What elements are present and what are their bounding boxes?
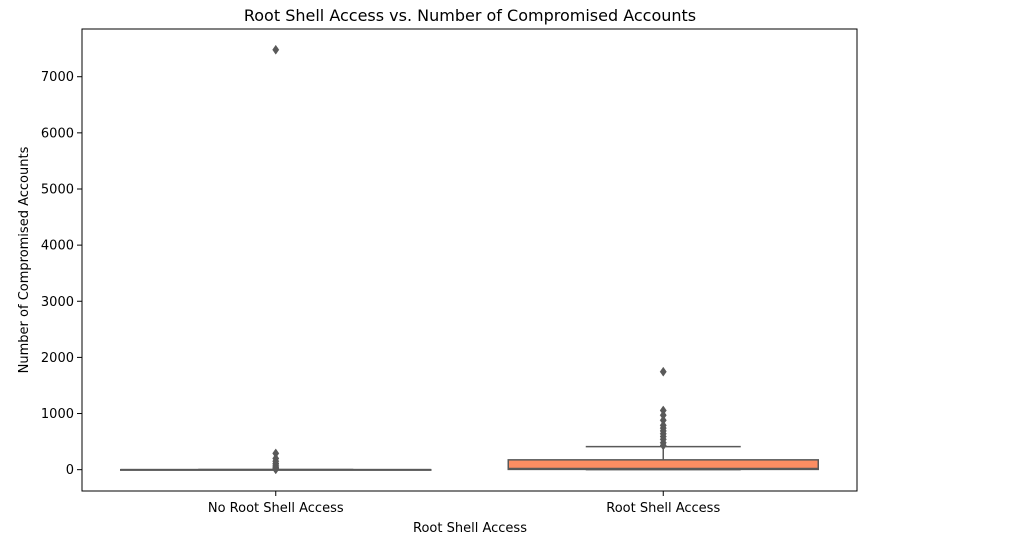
y-tick-label: 1000	[41, 407, 74, 422]
y-tick-label: 3000	[41, 295, 74, 310]
y-tick-label: 6000	[41, 126, 74, 141]
x-axis-label: Root Shell Access	[413, 521, 527, 536]
y-tick-label: 5000	[41, 182, 74, 197]
chart-title: Root Shell Access vs. Number of Compromi…	[244, 6, 696, 25]
box-group-1	[507, 366, 819, 471]
outlier-point	[272, 44, 280, 55]
outlier-point	[272, 464, 280, 475]
y-tick-label: 2000	[41, 351, 74, 366]
y-tick-label: 7000	[41, 70, 74, 85]
x-tick-label: Root Shell Access	[606, 501, 720, 516]
plot-frame	[81, 28, 858, 492]
plot-area	[120, 44, 819, 475]
box-group-0	[120, 44, 432, 475]
y-axis-ticks: 0 1000 2000 3000 4000 5000 6000 7000	[41, 70, 82, 478]
x-axis-ticks: No Root Shell Access Root Shell Access	[208, 491, 720, 516]
outlier-point	[659, 440, 667, 451]
y-tick-label: 4000	[41, 239, 74, 254]
y-axis-label: Number of Compromised Accounts	[17, 146, 32, 373]
box-iqr	[507, 459, 819, 471]
x-tick-label: No Root Shell Access	[208, 501, 344, 516]
outlier-point	[659, 366, 667, 377]
y-tick-label: 0	[66, 463, 74, 478]
